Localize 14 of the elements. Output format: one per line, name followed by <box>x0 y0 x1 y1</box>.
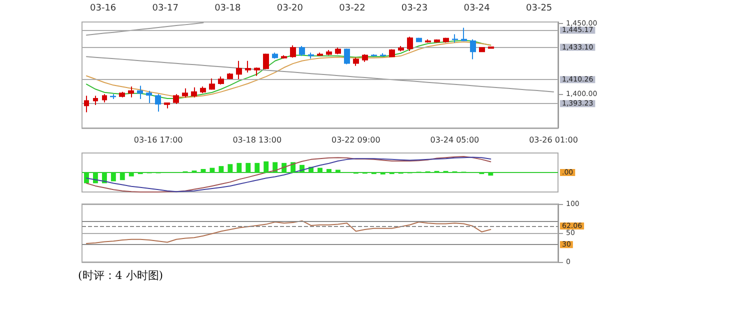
text: 03-25 <box>526 4 552 14</box>
x-tick-label: 03-22 09:00 <box>332 136 380 144</box>
text: 03-24 <box>464 4 490 14</box>
text: 03-18 <box>214 4 241 14</box>
x-tick-label: 03-24 05:00 <box>430 136 480 144</box>
text: 03-22 <box>339 4 366 14</box>
text: 03-23 <box>401 4 428 14</box>
text: 03-16 <box>90 4 116 14</box>
text: 03-17 <box>152 4 178 14</box>
x-tick-label: 03-26 01:00 <box>529 136 578 144</box>
text: (时评：4 小时图) <box>78 269 164 282</box>
x-tick-label: 03-16 17:00 <box>134 136 183 144</box>
text: 03-20 <box>276 4 304 14</box>
x-tick-label: 03-18 13:00 <box>232 136 282 144</box>
